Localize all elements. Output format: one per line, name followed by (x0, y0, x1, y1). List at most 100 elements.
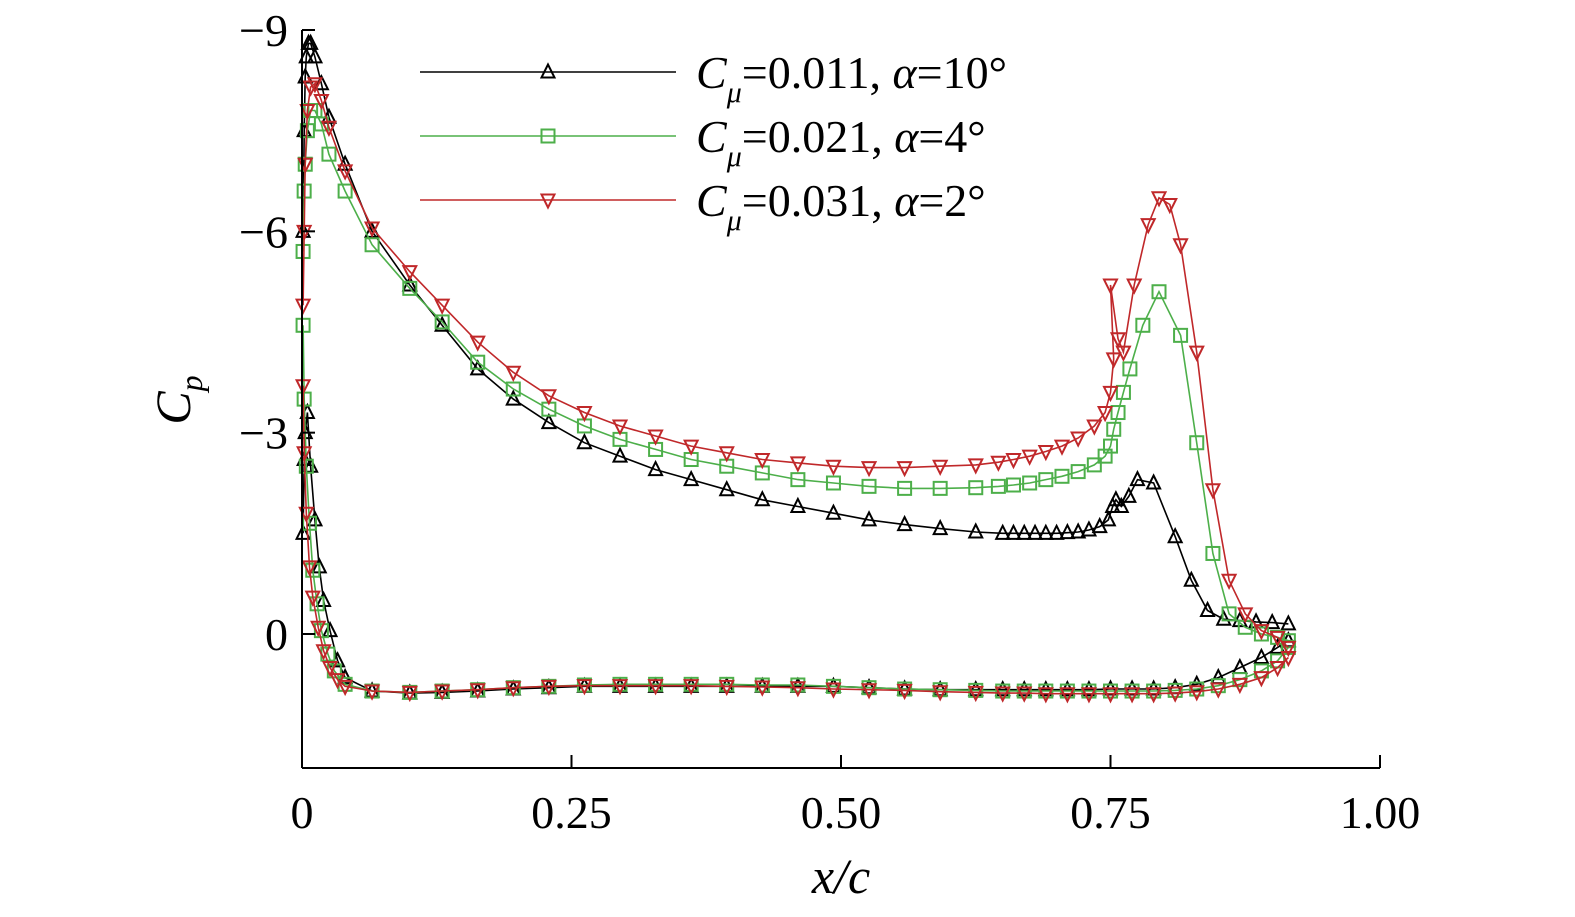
data-point (896, 683, 913, 701)
data-point (1237, 607, 1254, 624)
data-point (1022, 475, 1038, 491)
data-point (790, 677, 806, 693)
data-point (1231, 657, 1248, 675)
data-point (860, 510, 878, 527)
legend-entry-2: Cμ=0.021, α=4° (420, 111, 986, 173)
data-point (337, 679, 354, 697)
legend-mu: μ (726, 76, 742, 109)
data-point (1037, 523, 1054, 540)
data-point (647, 459, 664, 477)
data-point (932, 480, 948, 496)
data-point (434, 298, 451, 315)
data-point (860, 461, 878, 478)
data-point (434, 314, 450, 330)
data-point (932, 459, 949, 476)
data-point (611, 446, 629, 463)
legend-alpha: α (894, 175, 919, 226)
data-point (825, 459, 842, 476)
data-point (990, 455, 1007, 472)
data-point (754, 490, 771, 507)
data-point (1183, 570, 1200, 587)
data-point (1038, 683, 1054, 699)
data-point (306, 47, 324, 64)
data-point (295, 317, 311, 333)
data-point (1102, 687, 1119, 704)
legend-marker (540, 128, 556, 144)
data-point (789, 681, 806, 698)
data-point (897, 681, 913, 697)
data-point (1280, 640, 1297, 658)
data-point (1038, 472, 1054, 488)
data-point (1059, 683, 1075, 699)
data-point (302, 33, 319, 50)
data-point (754, 453, 771, 470)
x-tick-label: 1.00 (1340, 787, 1421, 838)
data-point (719, 676, 735, 692)
data-point (718, 446, 735, 463)
data-point (994, 523, 1011, 540)
legend-label: Cμ=0.011, α=10° (696, 47, 1007, 109)
data-point (1173, 327, 1189, 343)
data-point (1189, 435, 1205, 451)
y-tick-label: −6 (239, 206, 288, 257)
data-point (304, 590, 321, 607)
data-point (1080, 687, 1098, 704)
data-point (1145, 687, 1162, 704)
data-point (320, 120, 338, 138)
data-point (1120, 486, 1137, 503)
data-point (321, 661, 339, 678)
data-point (897, 480, 913, 496)
series-line-upper (302, 42, 1289, 625)
data-point (294, 298, 312, 315)
data-point (1253, 624, 1270, 641)
data-point (683, 439, 700, 456)
data-point (1109, 332, 1127, 349)
data-point (298, 47, 315, 64)
data-point (967, 458, 984, 475)
data-point (505, 381, 521, 397)
data-point (434, 315, 451, 332)
data-point (1016, 686, 1033, 703)
data-point (994, 679, 1011, 697)
data-point (576, 432, 593, 450)
data-point (1113, 496, 1130, 513)
data-point (505, 681, 522, 698)
series-3 (294, 77, 1297, 704)
data-point (1016, 523, 1033, 540)
data-point (576, 406, 593, 423)
data-point (1016, 683, 1032, 699)
series-layer (294, 33, 1297, 704)
data-point (718, 679, 735, 697)
legend-entry-3: Cμ=0.031, α=2° (420, 175, 986, 237)
legend-angle: =10° (917, 47, 1007, 98)
data-point (1016, 679, 1033, 697)
data-point (576, 679, 593, 696)
data-point (294, 379, 312, 396)
y-axis-label-sub: p (173, 375, 209, 393)
data-point (648, 676, 664, 692)
data-point (1145, 473, 1162, 490)
data-point (825, 678, 841, 694)
legend-label: Cμ=0.031, α=2° (696, 175, 986, 237)
data-point (1037, 687, 1054, 704)
data-point (1172, 238, 1189, 255)
data-point (401, 685, 418, 703)
data-point (1210, 682, 1227, 699)
data-point (1210, 667, 1227, 685)
data-point (1124, 683, 1140, 699)
data-point (1086, 457, 1102, 473)
data-point (540, 412, 557, 430)
data-point (434, 684, 451, 701)
x-tick-label: 0.25 (531, 787, 612, 838)
legend-alpha: α (894, 111, 919, 162)
series-line-lower (302, 385, 1289, 695)
data-point (1048, 523, 1065, 540)
data-point (1253, 671, 1270, 688)
data-point (337, 183, 353, 199)
data-point (683, 676, 699, 692)
data-point (1269, 661, 1286, 678)
data-point (990, 478, 1006, 494)
data-point (302, 515, 318, 531)
legend-angle: =4° (918, 111, 985, 162)
